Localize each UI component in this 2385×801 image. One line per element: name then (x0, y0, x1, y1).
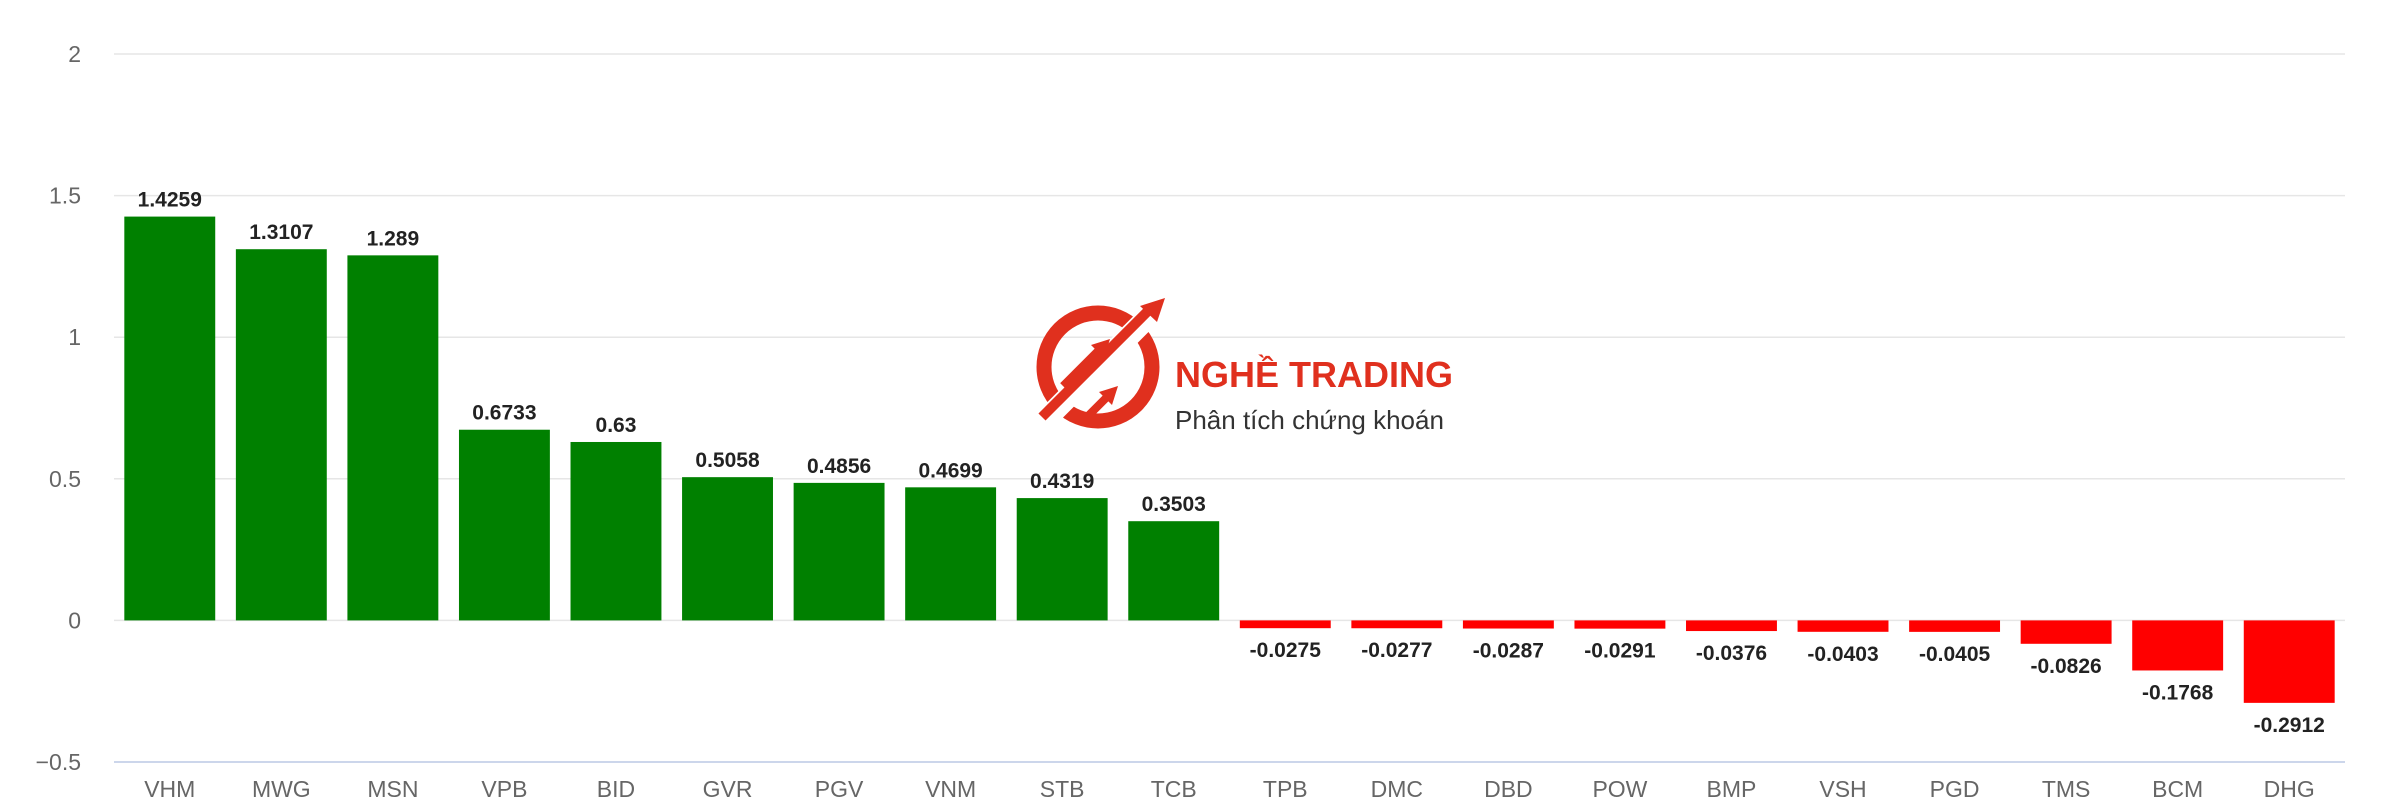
data-label: 0.6733 (472, 402, 536, 425)
x-tick-label: TCB (1151, 776, 1197, 801)
x-tick-label: TPB (1263, 776, 1308, 801)
x-tick-label: VNM (925, 776, 976, 801)
data-label: 0.4319 (1030, 470, 1094, 493)
bar-dmc (1351, 620, 1443, 629)
bar-pow (1574, 620, 1666, 629)
x-tick-label: TMS (2042, 776, 2091, 801)
x-tick-label: POW (1592, 776, 1647, 801)
data-labels: 1.4259 1.3107 1.289 0.6733 0.63 0.5058 0.4856 0… (138, 189, 2325, 737)
data-label: -0.0275 (1250, 639, 1322, 662)
bar-pgv (793, 482, 885, 621)
data-label: -0.0403 (1807, 643, 1878, 666)
data-label: 0.4699 (919, 459, 983, 482)
bar-gvr (682, 477, 773, 621)
bar-mwg (235, 249, 327, 621)
x-tick-label: STB (1040, 776, 1085, 801)
data-label: -0.0277 (1361, 639, 1432, 662)
data-label: 0.3503 (1142, 493, 1206, 516)
x-tick-label: VPB (481, 776, 527, 801)
x-tick-label: MWG (252, 776, 311, 801)
data-label: -0.1768 (2142, 681, 2214, 704)
x-tick-label: BID (597, 776, 635, 801)
bars (124, 216, 2335, 703)
grid-lines (114, 53, 2345, 622)
bar-tpb (1239, 620, 1331, 629)
bar-pgd (1909, 620, 2001, 632)
x-tick-label: PGV (815, 776, 864, 801)
bar-vhm (124, 216, 216, 621)
bar-stb (1016, 498, 1108, 621)
bar-vsh (1797, 620, 1889, 632)
y-tick-label: 0.5 (49, 466, 81, 492)
x-tick-label: DHG (2264, 776, 2315, 801)
data-label: 0.4856 (807, 455, 871, 478)
watermark: NGHỀ TRADING Phân tích chứng khoán (1032, 297, 1453, 435)
bar-dbd (1462, 620, 1554, 629)
y-tick-label: 2 (68, 41, 81, 67)
data-label: 1.3107 (249, 221, 313, 244)
bar-msn (347, 255, 439, 621)
y-tick-label: −0.5 (36, 749, 81, 775)
bar-dhg (2243, 620, 2335, 703)
watermark-title: NGHỀ TRADING (1175, 354, 1453, 395)
bar-bid (570, 441, 662, 621)
trading-logo-icon (1032, 297, 1168, 433)
x-tick-label: BCM (2152, 776, 2203, 801)
y-tick-label: 1 (68, 324, 81, 350)
watermark-subtitle: Phân tích chứng khoán (1175, 405, 1444, 435)
x-tick-label: MSN (367, 776, 418, 801)
data-label: 1.289 (367, 227, 420, 250)
bar-bmp (1686, 620, 1777, 632)
bar-vnm (905, 487, 997, 621)
x-tick-label: VHM (144, 776, 195, 801)
bar-tms (2020, 620, 2112, 644)
data-label: -0.0376 (1696, 642, 1767, 665)
data-label: -0.0405 (1919, 643, 1991, 666)
bar-tcb (1128, 521, 1220, 621)
data-label: -0.0826 (2031, 655, 2102, 678)
x-tick-label: GVR (703, 776, 753, 801)
x-tick-label: PGD (1930, 776, 1980, 801)
data-label: -0.0291 (1584, 640, 1656, 663)
y-tick-label: 1.5 (49, 183, 81, 209)
data-label: 0.5058 (695, 449, 760, 472)
data-label: 1.4259 (138, 189, 202, 212)
data-label: -0.2912 (2254, 714, 2325, 737)
bar-bcm (2132, 620, 2224, 671)
data-label: 0.63 (596, 414, 637, 437)
x-tick-label: BMP (1707, 776, 1757, 801)
data-label: -0.0287 (1473, 640, 1544, 663)
bar-vpb (458, 429, 550, 621)
x-axis-ticks: VHM MWG MSN VPB BID GVR PGV VNM STB TCB TPB DMC DBD P… (144, 776, 2315, 801)
y-tick-label: 0 (68, 607, 81, 633)
x-tick-label: DMC (1371, 776, 1423, 801)
y-axis-ticks: 2 1.5 1 0.5 0 −0.5 (36, 41, 81, 775)
x-tick-label: DBD (1484, 776, 1533, 801)
x-tick-label: VSH (1819, 776, 1866, 801)
